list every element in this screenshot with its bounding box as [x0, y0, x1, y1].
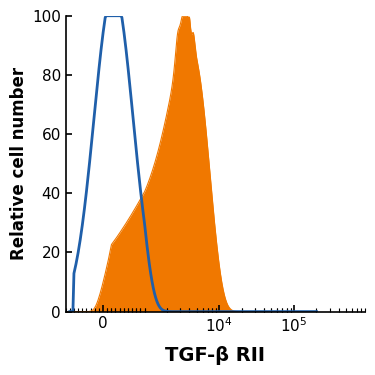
Y-axis label: Relative cell number: Relative cell number — [10, 67, 28, 260]
X-axis label: TGF-β RII: TGF-β RII — [165, 346, 266, 365]
